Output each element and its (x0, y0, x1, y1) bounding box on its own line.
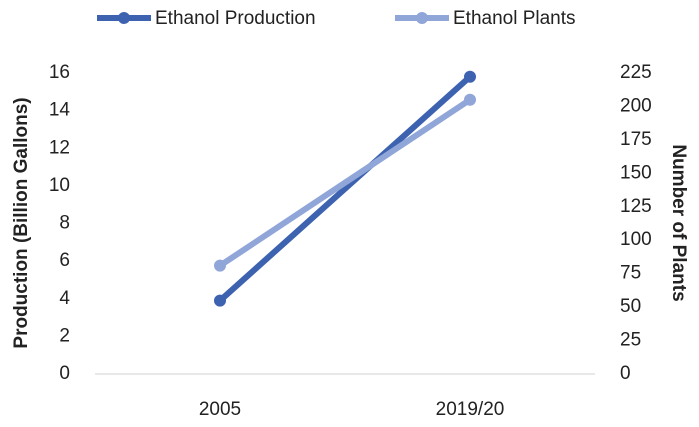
y2-tick-label: 50 (620, 296, 641, 317)
x-tick-label: 2005 (199, 399, 241, 420)
legend-marker (416, 12, 428, 24)
y-tick-label: 12 (49, 137, 70, 158)
legend-label: Ethanol Plants (453, 8, 576, 29)
y2-axis-title: Number of Plants (668, 144, 689, 301)
y2-tick-label: 100 (620, 229, 652, 250)
y2-tick-label: 75 (620, 263, 641, 284)
y-tick-label: 14 (49, 100, 71, 121)
y-tick-label: 0 (59, 363, 70, 384)
y2-tick-label: 225 (620, 62, 652, 83)
y-tick-label: 6 (59, 250, 70, 271)
series-line (217, 96, 473, 269)
y-tick-label: 8 (59, 213, 70, 234)
y2-tick-label: 150 (620, 162, 652, 183)
y-tick-label: 16 (49, 62, 70, 83)
x-tick-label: 2019/20 (436, 399, 505, 420)
y2-tick-label: 200 (620, 95, 652, 116)
legend-marker (118, 12, 130, 24)
series-line (217, 73, 473, 304)
data-point (214, 259, 226, 272)
legend-label: Ethanol Production (155, 8, 316, 29)
y-axis-title: Production (Billion Gallons) (11, 97, 32, 348)
y2-tick-label: 25 (620, 330, 641, 351)
y2-tick-label: 0 (620, 363, 631, 384)
y-tick-label: 2 (59, 325, 70, 346)
y2-tick-label: 175 (620, 129, 652, 150)
data-point (464, 93, 476, 106)
data-point (214, 294, 226, 307)
data-point (464, 70, 476, 83)
y2-tick-label: 125 (620, 196, 652, 217)
y-tick-label: 10 (49, 175, 70, 196)
y-tick-label: 4 (59, 288, 70, 309)
